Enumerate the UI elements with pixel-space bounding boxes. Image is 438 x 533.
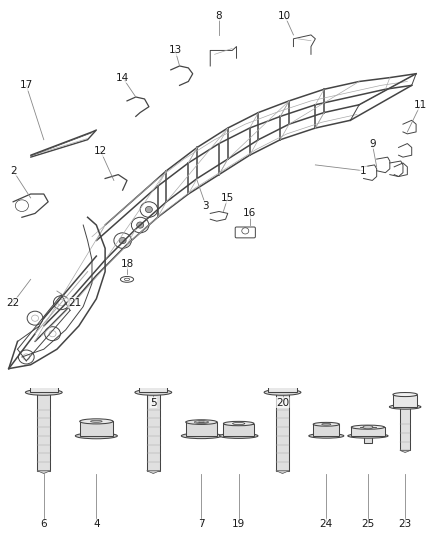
Bar	[364, 436, 372, 443]
Circle shape	[137, 222, 144, 228]
Bar	[276, 392, 289, 471]
Text: 3: 3	[202, 200, 209, 211]
Bar	[80, 422, 113, 436]
Ellipse shape	[264, 390, 301, 395]
Text: 17: 17	[20, 80, 33, 91]
Circle shape	[119, 238, 126, 244]
Text: 6: 6	[40, 519, 47, 529]
Ellipse shape	[393, 392, 417, 397]
Bar	[186, 422, 217, 436]
Text: 12: 12	[94, 147, 107, 156]
Ellipse shape	[313, 422, 339, 426]
Polygon shape	[400, 450, 410, 453]
Polygon shape	[276, 471, 289, 473]
Text: 8: 8	[215, 11, 223, 21]
Ellipse shape	[223, 422, 254, 426]
Ellipse shape	[268, 375, 297, 381]
Ellipse shape	[181, 433, 222, 439]
Ellipse shape	[30, 375, 58, 381]
Text: 13: 13	[169, 45, 182, 55]
Polygon shape	[37, 471, 50, 473]
Text: 7: 7	[198, 519, 205, 529]
Text: 24: 24	[320, 519, 333, 529]
Polygon shape	[147, 471, 160, 473]
Bar	[351, 427, 385, 436]
Bar	[223, 424, 254, 436]
Circle shape	[363, 425, 373, 429]
Ellipse shape	[219, 433, 258, 439]
Text: 23: 23	[399, 519, 412, 529]
Bar	[37, 392, 50, 471]
Bar	[147, 392, 160, 471]
Bar	[393, 394, 417, 407]
Ellipse shape	[186, 420, 217, 424]
Ellipse shape	[389, 405, 421, 409]
Ellipse shape	[75, 433, 117, 439]
Ellipse shape	[348, 433, 388, 438]
Bar	[313, 424, 339, 436]
Ellipse shape	[139, 375, 167, 381]
Text: 4: 4	[93, 519, 100, 529]
Text: 2: 2	[10, 166, 17, 176]
Text: 20: 20	[276, 398, 289, 408]
Bar	[139, 378, 167, 392]
Bar	[30, 378, 58, 392]
Circle shape	[145, 206, 152, 213]
Text: 15: 15	[221, 193, 234, 203]
Text: 16: 16	[243, 208, 256, 219]
Text: 9: 9	[369, 139, 376, 149]
Text: 19: 19	[232, 519, 245, 529]
Ellipse shape	[321, 423, 331, 425]
Text: 18: 18	[120, 259, 134, 269]
Bar	[400, 407, 410, 450]
Text: 25: 25	[361, 519, 374, 529]
Text: 1: 1	[360, 166, 367, 176]
Text: 22: 22	[7, 297, 20, 308]
Text: 5: 5	[150, 398, 157, 408]
Ellipse shape	[309, 433, 344, 438]
Ellipse shape	[25, 390, 62, 395]
Text: 14: 14	[116, 72, 129, 83]
Text: 10: 10	[278, 11, 291, 21]
Text: 21: 21	[68, 297, 81, 308]
Ellipse shape	[80, 419, 113, 424]
Ellipse shape	[351, 425, 385, 429]
Ellipse shape	[91, 421, 102, 422]
Ellipse shape	[135, 390, 172, 395]
Text: 11: 11	[414, 100, 427, 110]
Bar	[268, 378, 297, 392]
